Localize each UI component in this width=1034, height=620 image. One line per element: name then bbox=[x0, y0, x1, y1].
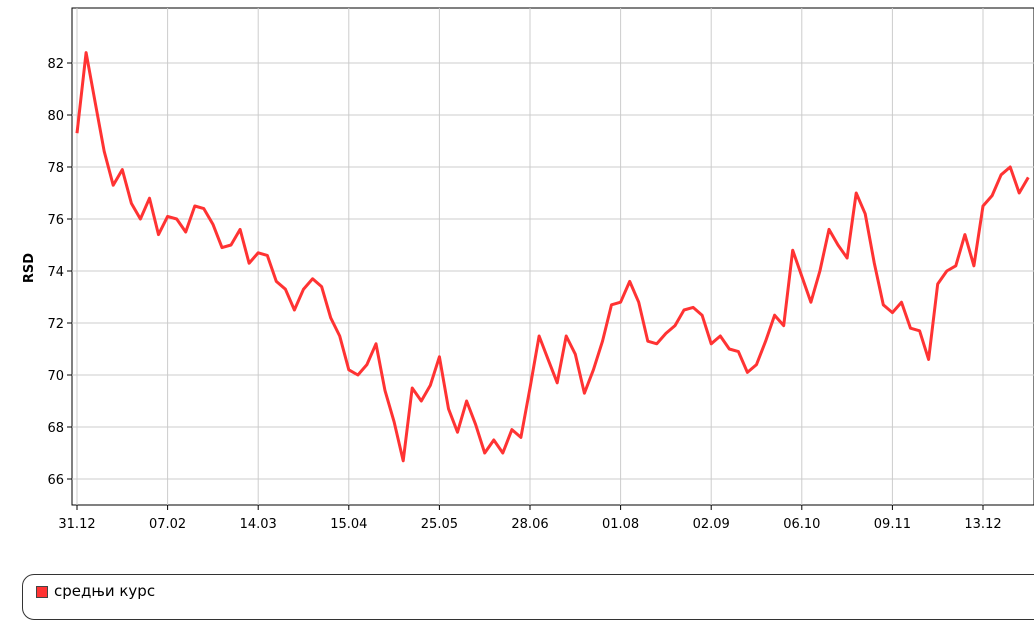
x-tick-label: 01.08 bbox=[602, 517, 639, 532]
x-tick-label: 14.03 bbox=[240, 517, 277, 532]
y-tick-label: 70 bbox=[47, 369, 64, 384]
y-tick-label: 80 bbox=[47, 109, 64, 124]
x-tick-label: 02.09 bbox=[693, 517, 730, 532]
y-axis: 66 68 70 72 74 76 78 80 82 bbox=[47, 57, 72, 488]
x-tick-label: 15.04 bbox=[330, 517, 367, 532]
y-tick-label: 82 bbox=[47, 57, 64, 72]
y-tick-label: 78 bbox=[47, 161, 64, 176]
legend-label: средњи курс bbox=[54, 582, 156, 600]
x-tick-label: 09.11 bbox=[874, 517, 911, 532]
x-tick-label: 28.06 bbox=[511, 517, 548, 532]
series-line bbox=[75, 51, 1030, 463]
y-tick-label: 66 bbox=[47, 473, 64, 488]
x-tick-label: 13.12 bbox=[964, 517, 1001, 532]
y-tick-label: 76 bbox=[47, 213, 64, 228]
plot-area bbox=[71, 7, 1034, 506]
x-tick-label: 07.02 bbox=[149, 517, 186, 532]
x-tick-label: 31.12 bbox=[58, 517, 95, 532]
legend-swatch bbox=[36, 586, 48, 598]
y-tick-label: 74 bbox=[47, 265, 64, 280]
y-tick-label: 72 bbox=[47, 317, 64, 332]
y-tick-label: 68 bbox=[47, 421, 64, 436]
x-tick-label: 06.10 bbox=[783, 517, 820, 532]
chart: 66 68 70 72 74 76 78 80 82 31.12 07.02 14.03 15.04 2… bbox=[22, 7, 1034, 532]
gridlines bbox=[72, 8, 1034, 505]
x-tick-label: 25.05 bbox=[421, 517, 458, 532]
x-axis: 31.12 07.02 14.03 15.04 25.05 28.06 01.08 02.09… bbox=[58, 505, 1002, 532]
y-axis-label: RSD bbox=[22, 253, 37, 283]
legend bbox=[22, 574, 1034, 620]
